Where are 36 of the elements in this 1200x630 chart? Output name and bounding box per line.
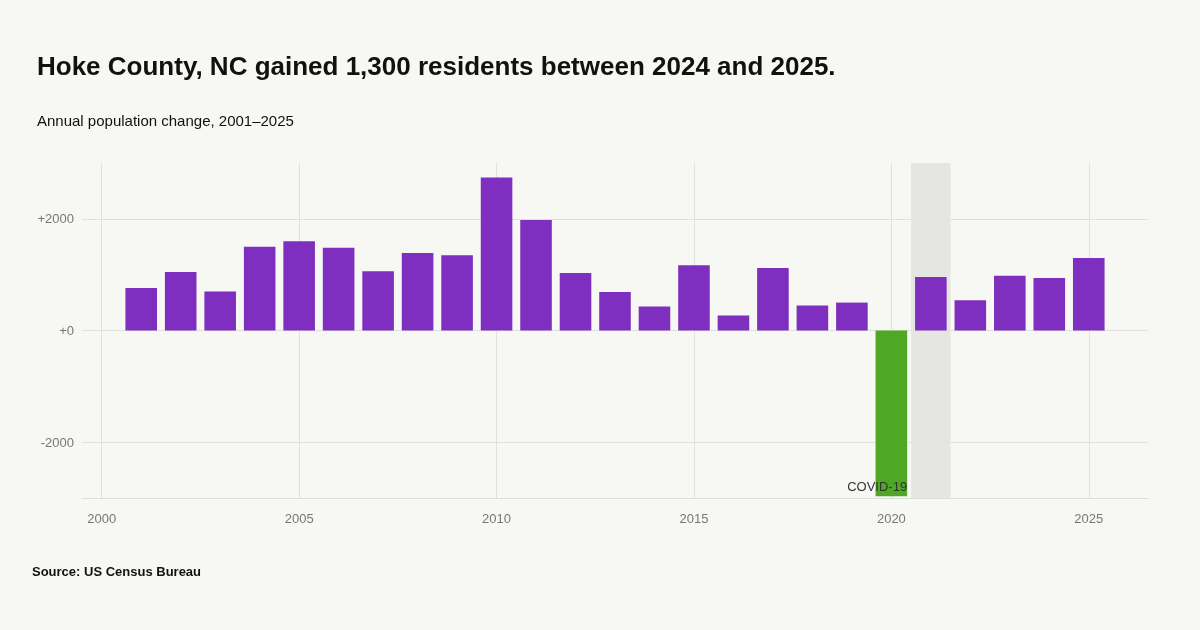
- bar: [954, 300, 987, 331]
- bar: [1072, 257, 1105, 331]
- bar: [836, 302, 868, 331]
- bar: [994, 275, 1026, 331]
- bar: [757, 267, 789, 331]
- y-tick-label: +0: [59, 323, 74, 338]
- source-note: Source: US Census Bureau: [32, 564, 202, 579]
- bar: [480, 177, 513, 331]
- x-tick-label: 2005: [284, 511, 314, 526]
- bar: [599, 291, 631, 331]
- x-tick-label: 2025: [1074, 511, 1104, 526]
- bar: [678, 265, 710, 331]
- y-tick-label: +2000: [37, 211, 74, 227]
- x-tick-label: 2010: [482, 511, 512, 526]
- bar: [717, 315, 750, 331]
- bar: [401, 252, 434, 331]
- y-tick-label: -2000: [40, 434, 74, 450]
- bar: [283, 241, 315, 331]
- x-tick-label: 2020: [876, 511, 906, 526]
- x-tick-label: 2000: [87, 511, 117, 526]
- bar: [1033, 278, 1066, 331]
- x-tick-label: 2015: [679, 511, 709, 526]
- bar: [915, 276, 947, 331]
- chart-subtitle: Annual population change, 2001–2025: [37, 112, 294, 129]
- bar: [638, 306, 671, 331]
- bar: [796, 305, 829, 331]
- bar: [362, 271, 394, 331]
- bar: [441, 255, 473, 331]
- chart-title: Hoke County, NC gained 1,300 residents between 2024 and 2025.: [37, 51, 836, 81]
- bar: [243, 246, 276, 331]
- bar: [559, 272, 592, 331]
- bar: [125, 288, 158, 331]
- bar: [520, 219, 552, 331]
- bar: [322, 247, 355, 331]
- bar: [204, 291, 236, 331]
- bar: [164, 271, 197, 331]
